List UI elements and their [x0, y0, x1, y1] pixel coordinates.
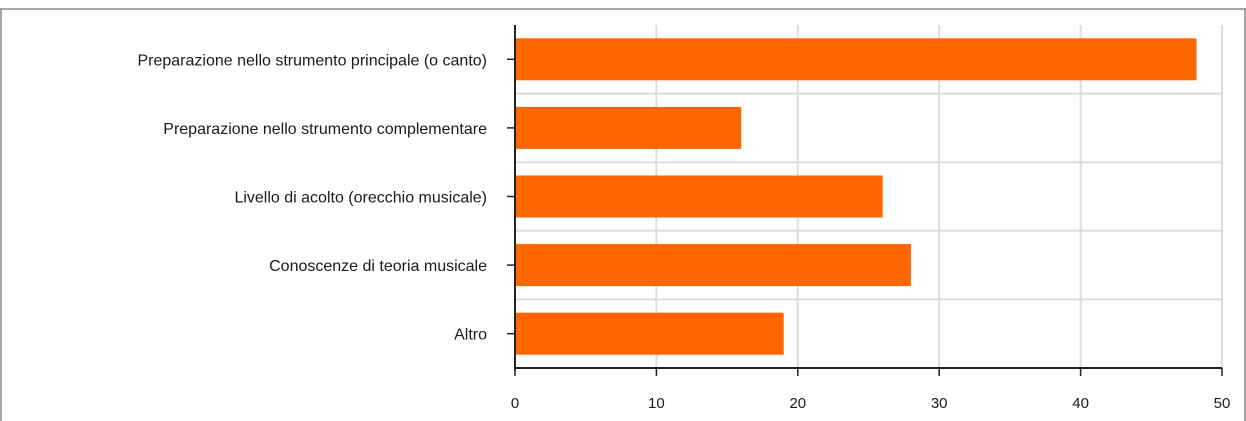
- x-tick-label: 20: [789, 395, 806, 412]
- category-label: Livello di acolto (orecchio musicale): [234, 190, 487, 207]
- bar: [515, 312, 784, 355]
- x-tick-label: 30: [931, 395, 948, 412]
- bar: [515, 175, 883, 218]
- category-label: Conoscenze di teoria musicale: [269, 258, 487, 275]
- x-tick-label: 40: [1072, 395, 1089, 412]
- x-tick-label: 0: [511, 395, 519, 412]
- category-label: Preparazione nello strumento principale …: [137, 52, 487, 69]
- category-label: Preparazione nello strumento complementa…: [163, 121, 487, 138]
- category-labels: Preparazione nello strumento principale …: [137, 52, 487, 343]
- bars-group: [515, 38, 1197, 355]
- x-tick-label: 10: [648, 395, 665, 412]
- category-label: Altro: [454, 327, 487, 344]
- x-tick-label: 50: [1214, 395, 1231, 412]
- bar: [515, 106, 742, 149]
- bar: [515, 38, 1197, 81]
- x-tick-labels: 0 10 20 30 40 50: [511, 395, 1231, 412]
- bar: [515, 244, 911, 287]
- axes-group: [507, 25, 1223, 376]
